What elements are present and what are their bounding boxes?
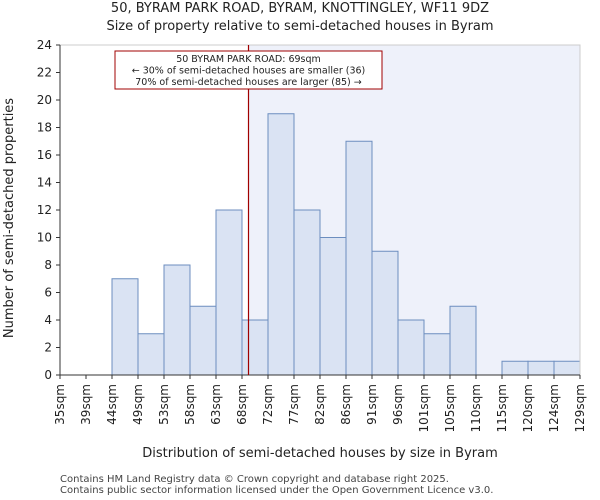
x-tick-label: 91sqm (365, 384, 379, 425)
y-tick-label: 0 (44, 368, 52, 382)
y-tick-label: 22 (37, 66, 52, 80)
x-axis-title: Distribution of semi-detached houses by … (142, 446, 498, 461)
x-tick-label: 86sqm (339, 384, 353, 425)
x-tick-label: 49sqm (131, 384, 145, 425)
footer-attribution-1: Contains HM Land Registry data © Crown c… (60, 474, 449, 485)
x-tick-label: 105sqm (443, 384, 457, 432)
y-axis-title: Number of semi-detached properties (2, 98, 17, 338)
histogram-bar (319, 237, 347, 376)
annotation-box (114, 50, 383, 90)
chart-subtitle: Size of property relative to semi-detach… (106, 19, 494, 34)
histogram-bar (553, 360, 581, 376)
chart-title: 50, BYRAM PARK ROAD, BYRAM, KNOTTINGLEY,… (110, 1, 490, 16)
histogram-bar (293, 209, 321, 376)
x-tick-label: 101sqm (417, 384, 431, 432)
histogram-bar (189, 305, 217, 376)
y-tick-label: 2 (44, 341, 52, 355)
annotation-line: 70% of semi-detached houses are larger (… (135, 77, 362, 88)
y-tick-label: 6 (44, 286, 52, 300)
x-tick-label: 124sqm (547, 384, 561, 432)
x-tick-label: 72sqm (261, 384, 275, 425)
x-tick-label: 63sqm (209, 384, 223, 425)
y-tick-label: 14 (37, 176, 52, 190)
y-tick-label: 18 (37, 121, 52, 135)
y-tick-label: 12 (37, 203, 52, 217)
y-tick-label: 24 (37, 38, 52, 52)
histogram-bar (267, 113, 295, 376)
x-tick-label: 96sqm (391, 384, 405, 425)
x-tick-label: 58sqm (183, 384, 197, 425)
histogram-bar (345, 140, 373, 376)
y-tick-label: 10 (37, 231, 52, 245)
x-tick-label: 110sqm (469, 384, 483, 432)
x-tick-label: 39sqm (79, 384, 93, 425)
x-tick-label: 120sqm (521, 384, 535, 432)
x-tick-label: 82sqm (313, 384, 327, 425)
histogram-bar (215, 209, 243, 376)
x-tick-label: 44sqm (105, 384, 119, 425)
footer-attribution-2: Contains public sector information licen… (60, 485, 494, 496)
x-tick-label: 77sqm (287, 384, 301, 425)
histogram-bar (371, 250, 399, 376)
y-tick-label: 16 (37, 148, 52, 162)
annotation-line: ← 30% of semi-detached houses are smalle… (132, 66, 366, 77)
histogram-bar (527, 360, 555, 376)
y-tick-label: 4 (44, 313, 52, 327)
histogram-bar (241, 319, 269, 376)
x-tick-label: 68sqm (235, 384, 249, 425)
y-tick-label: 8 (44, 258, 52, 272)
histogram-bar (501, 360, 529, 376)
y-tick-label: 20 (37, 93, 52, 107)
x-tick-label: 129sqm (573, 384, 587, 432)
histogram-bar (397, 319, 425, 376)
histogram-bar (423, 333, 451, 376)
histogram-bar (137, 333, 165, 376)
histogram-bar (163, 264, 191, 376)
x-tick-label: 115sqm (495, 384, 509, 432)
histogram-bar (449, 305, 477, 376)
histogram-bar (111, 278, 139, 376)
x-tick-label: 35sqm (53, 384, 67, 425)
x-tick-label: 53sqm (157, 384, 171, 425)
annotation-line: 50 BYRAM PARK ROAD: 69sqm (176, 54, 321, 65)
